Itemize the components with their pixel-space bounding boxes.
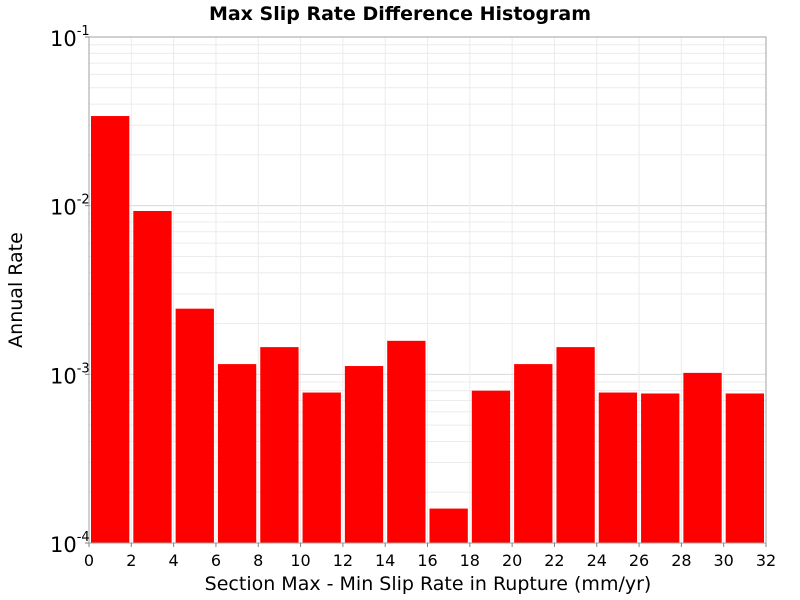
x-tick-label: 12 [333,551,353,570]
bar [175,308,214,543]
y-axis-label: Annual Rate [5,232,27,348]
x-tick-label: 10 [290,551,310,570]
bar [344,366,384,543]
bar [598,392,638,543]
chart-title: Max Slip Rate Difference Histogram [209,3,591,25]
x-tick-label: 0 [84,551,94,570]
y-tick-label: 10-1 [50,24,90,51]
x-tick-label: 8 [253,551,263,570]
plot-area: 0 2 4 6 8 10 12 14 16 18 20 22 24 26 28 30 3210-410-310-… [50,24,776,570]
x-tick-label: 14 [375,551,395,570]
x-tick-label: 24 [587,551,607,570]
bars [91,116,764,543]
x-tick-label: 4 [169,551,179,570]
x-tick-label: 16 [417,551,437,570]
bar [725,393,764,543]
bar [91,116,130,543]
x-tick-label: 26 [629,551,649,570]
bar [260,347,299,543]
x-axis-label: Section Max - Min Slip Rate in Rupture (… [205,573,652,595]
bar [217,364,257,543]
x-tick-label: 28 [671,551,691,570]
bar [133,210,172,543]
x-tick-label: 18 [460,551,480,570]
bar [429,508,468,543]
bar [302,392,341,543]
bar [683,372,722,543]
bar [514,364,553,543]
x-tick-label: 2 [126,551,136,570]
x-tick-label: 30 [714,551,734,570]
bar [387,340,426,543]
x-tick-label: 32 [756,551,776,570]
bar [471,390,511,543]
x-tick-label: 20 [502,551,522,570]
bar [641,393,680,543]
y-tick-label: 10-2 [50,193,90,220]
x-ticks: 0 2 4 6 8 10 12 14 16 18 20 22 24 26 28 30 32 [84,543,776,570]
y-ticks: 10-4 10-3 10-2 10-1 [50,24,90,557]
bar [556,347,595,543]
y-tick-label: 10-3 [50,361,90,388]
x-tick-label: 22 [544,551,564,570]
x-tick-label: 6 [211,551,221,570]
y-tick-label: 10-4 [50,530,90,557]
